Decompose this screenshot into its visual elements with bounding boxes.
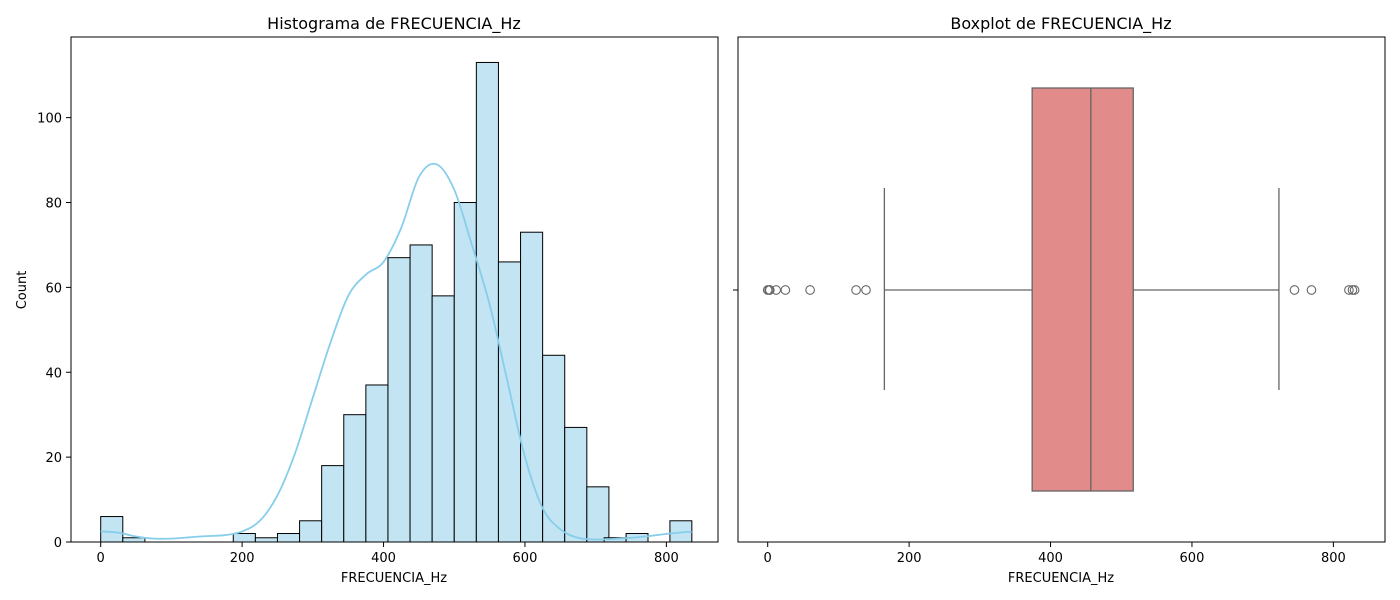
histogram-bar — [321, 465, 345, 543]
histogram-axes-frame — [70, 36, 719, 543]
histogram-y-axis-label: Count — [15, 271, 30, 310]
histogram-bar — [387, 257, 411, 543]
outlier-point — [780, 285, 791, 295]
y-tick-label: 100 — [37, 112, 62, 127]
boxplot-x-axis-label: FRECUENCIA_Hz — [1008, 571, 1114, 586]
outlier-point — [1306, 285, 1317, 295]
x-tick-label: 200 — [897, 551, 922, 566]
histogram-x-ticks: 0 200 400 600 800 — [97, 542, 679, 566]
outlier-point — [851, 285, 861, 295]
outlier-point — [1349, 285, 1360, 295]
histogram-bar — [475, 61, 499, 543]
boxplot-elements — [762, 87, 1360, 492]
histogram-bar — [431, 295, 455, 543]
x-tick-label: 800 — [1321, 551, 1346, 566]
outlier-point — [805, 285, 815, 295]
y-tick-label: 20 — [45, 451, 62, 466]
histogram-bar — [299, 520, 323, 543]
x-tick-label: 400 — [1038, 551, 1063, 566]
y-tick-label: 40 — [45, 366, 62, 381]
histogram-bar — [276, 533, 301, 543]
histogram-bar — [254, 537, 278, 543]
x-tick-label: 400 — [371, 551, 396, 566]
histogram-bar — [564, 426, 588, 543]
outlier-point — [764, 285, 775, 295]
histogram-bar — [122, 537, 146, 543]
histogram-bar — [453, 202, 477, 543]
x-tick-label: 0 — [764, 551, 772, 566]
histogram-title: Histograma de FRECUENCIA_Hz — [267, 14, 521, 34]
histogram-bar — [520, 231, 544, 543]
y-tick-label: 0 — [54, 536, 62, 551]
kde-curve — [100, 162, 692, 541]
histogram-x-axis-label: FRECUENCIA_Hz — [341, 571, 447, 586]
histogram-bar — [100, 516, 124, 543]
histogram-bar — [232, 533, 256, 543]
boxplot-panel: Boxplot de FRECUENCIA_Hz 0 200 400 600 800 F… — [733, 14, 1386, 586]
boxplot-title: Boxplot de FRECUENCIA_Hz — [950, 14, 1171, 34]
histogram-bar — [343, 414, 367, 543]
x-tick-label: 800 — [654, 551, 679, 566]
x-tick-label: 0 — [97, 551, 105, 566]
y-tick-label: 80 — [45, 197, 62, 212]
interquartile-box — [1031, 87, 1134, 492]
outlier-point — [861, 285, 871, 295]
histogram-y-ticks: 0 20 40 60 80 100 — [37, 112, 71, 551]
outlier-point — [1289, 285, 1300, 295]
x-tick-label: 600 — [513, 551, 538, 566]
x-tick-label: 600 — [1180, 551, 1205, 566]
histogram-bar — [365, 384, 389, 543]
outlier-point — [771, 285, 782, 295]
y-tick-label: 60 — [45, 281, 62, 296]
x-tick-label: 200 — [230, 551, 255, 566]
histogram-bar — [497, 261, 522, 543]
histogram-bar — [586, 486, 610, 543]
histogram-bar — [409, 244, 433, 543]
boxplot-x-ticks: 0 200 400 600 800 — [764, 542, 1346, 566]
histogram-panel: Histograma de FRECUENCIA_Hz 0 200 400 600 80… — [15, 14, 719, 586]
histogram-bars — [100, 61, 693, 543]
outlier-point — [1344, 285, 1354, 295]
